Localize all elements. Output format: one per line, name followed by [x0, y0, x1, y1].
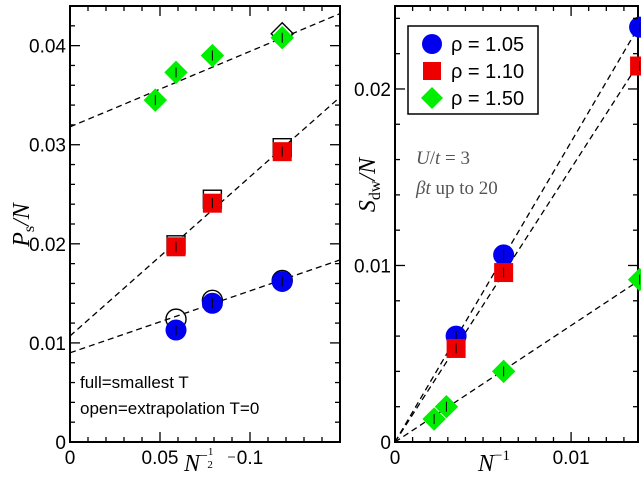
right-fit-line-1	[395, 64, 638, 442]
right-x-tick-label-0: 0	[390, 448, 401, 469]
left-y-axis-label: Ps/N	[9, 201, 38, 248]
left-x-tick-label-2: 0.1	[237, 448, 263, 469]
left-annotation-line-2: open=extrapolation T=0	[80, 399, 259, 418]
right-annotation-line-2: βt up to 20	[415, 178, 498, 199]
left-fit-line-1	[70, 96, 340, 337]
legend-marker-rho-1-10	[423, 62, 441, 80]
legend-label-rho-1-50: ρ = 1.50	[451, 88, 524, 110]
right-annotation-line-1: U/t = 3	[416, 148, 470, 169]
left-y-tick-label-3: 0.03	[29, 136, 66, 157]
right-panel: 0 0.01 0 0.01 0.02 ρ = 1.05 ρ = 1.10 ρ = 1.5…	[354, 5, 641, 477]
left-y-tick-label-2: 0.02	[29, 235, 66, 256]
legend-label-rho-1-05: ρ = 1.05	[451, 34, 524, 56]
right-fit-line-0	[395, 27, 638, 442]
right-y-axis-label: Sdw/N	[355, 156, 384, 212]
left-panel: 0 0.05 0.1 0 0.01 0.02 0.03 0.04 full=smallest …	[9, 5, 341, 477]
legend-label-rho-1-10: ρ = 1.10	[451, 61, 524, 83]
legend-marker-rho-1-05	[422, 34, 442, 54]
left-y-tick-label-4: 0.04	[29, 37, 66, 58]
left-x-axis-label: N−1 2	[183, 446, 213, 477]
left-annotation-line-1: full=smallest T	[80, 373, 189, 392]
left-fit-line-0	[70, 13, 340, 128]
left-y-tick-label-0: 0	[55, 433, 66, 454]
right-plot-frame	[394, 5, 639, 443]
legend: ρ = 1.05 ρ = 1.10 ρ = 1.50	[407, 25, 539, 115]
left-x-tick-label-0: 0	[65, 448, 76, 469]
right-y-tick-label-0: 0	[380, 433, 391, 454]
left-y-tick-label-1: 0.01	[29, 334, 66, 355]
right-fit-line-2	[395, 280, 638, 442]
left-x-tick-label-1: 0.05	[142, 448, 179, 469]
right-series-2-point-3	[627, 267, 641, 292]
right-x-tick-label-1: 0.01	[553, 448, 590, 469]
right-y-tick-label-2: 0.02	[354, 80, 391, 101]
legend-marker-rho-1-50	[421, 87, 443, 109]
right-series-0-point-2	[629, 16, 641, 38]
right-series-1-point-2	[630, 56, 641, 76]
right-x-axis-label: N−1	[477, 448, 510, 477]
right-y-tick-label-1: 0.01	[354, 256, 391, 277]
